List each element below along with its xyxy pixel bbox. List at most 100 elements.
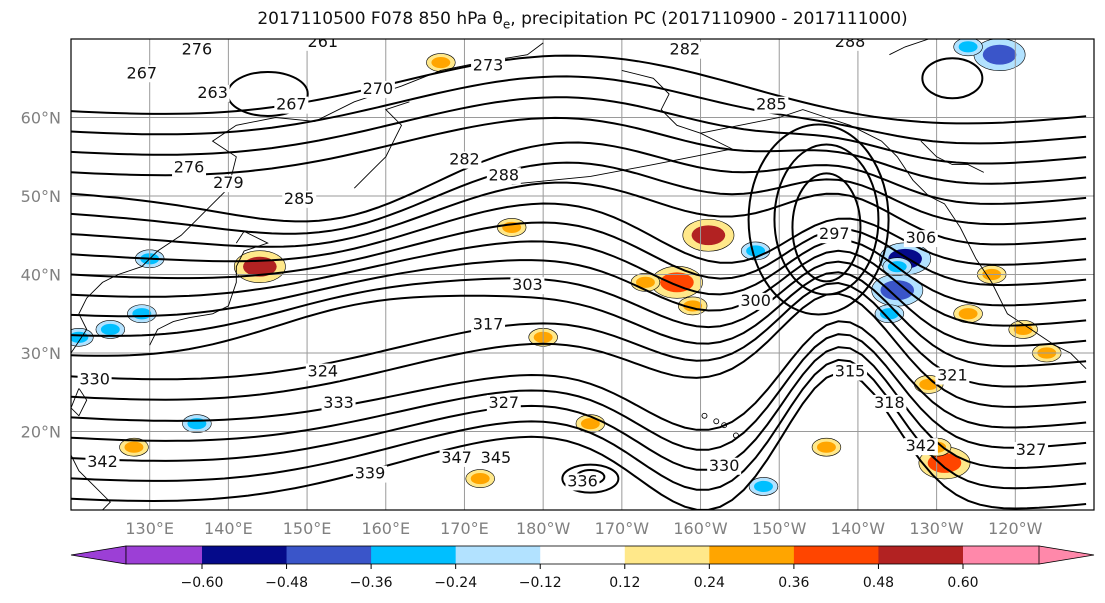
contour-line bbox=[71, 181, 1087, 248]
contour-label-bg bbox=[667, 41, 702, 59]
precip-blob bbox=[880, 280, 915, 301]
contour-label: 321 bbox=[937, 365, 968, 384]
contour-label-bg bbox=[833, 39, 868, 51]
contour-label: 285 bbox=[284, 189, 315, 208]
colorbar-segment bbox=[455, 546, 541, 564]
contour-line bbox=[71, 281, 1087, 388]
contour-label: 347 bbox=[441, 448, 472, 467]
colorbar: −0.60 −0.48 −0.36 −0.24 −0.12 0.12 0.24 0.36 0.4… bbox=[70, 545, 1095, 591]
contour-label: 317 bbox=[473, 314, 504, 333]
contour-label: 273 bbox=[473, 55, 504, 74]
colorbar-segment bbox=[793, 546, 879, 564]
contour-label: 282 bbox=[670, 40, 701, 59]
contour-label: 336 bbox=[567, 471, 598, 490]
contour-label: 267 bbox=[276, 95, 307, 114]
precip-blob bbox=[691, 225, 726, 246]
contour-label-bg bbox=[172, 159, 207, 177]
contour-label: 318 bbox=[874, 393, 905, 412]
lat-tick-label: 60°N bbox=[21, 109, 61, 128]
precip-shading bbox=[71, 39, 1062, 496]
contour-label: 330 bbox=[79, 369, 110, 388]
contour-label-bg bbox=[738, 292, 773, 310]
contour-label-bg bbox=[935, 367, 970, 385]
contour-line bbox=[71, 221, 1087, 287]
contour-label: 339 bbox=[355, 464, 386, 483]
colorbar-frame bbox=[125, 545, 1040, 565]
contour-label: 267 bbox=[127, 63, 158, 82]
title-main: 2017110500 F078 850 hPa θ bbox=[257, 9, 503, 29]
contour-line bbox=[71, 271, 1087, 368]
contour-label-bg bbox=[486, 394, 521, 412]
precip-blob bbox=[1013, 323, 1033, 336]
contour-label: 345 bbox=[481, 448, 512, 467]
lon-tick-label: 120°W bbox=[988, 519, 1043, 538]
contour-label-bg bbox=[305, 39, 340, 51]
graticule bbox=[71, 39, 1094, 510]
contour-label-bg bbox=[903, 230, 938, 248]
lon-tick-label: 170°W bbox=[595, 519, 650, 538]
contour-line bbox=[71, 371, 1087, 510]
contour-label: 327 bbox=[489, 393, 520, 412]
contour-label: 276 bbox=[174, 157, 205, 176]
island bbox=[701, 412, 708, 419]
contour-label: 270 bbox=[363, 79, 394, 98]
lon-tick-label: 170°E bbox=[440, 519, 489, 538]
contour-label-bg bbox=[486, 167, 521, 185]
precip-blob bbox=[124, 441, 144, 453]
precip-blob bbox=[636, 276, 655, 288]
precip-blob bbox=[982, 44, 1017, 65]
colorbar-tick-label: 0.24 bbox=[694, 575, 725, 591]
colorbar-tick-label: −0.12 bbox=[519, 575, 562, 591]
colorbar-segment bbox=[709, 546, 795, 564]
coastline bbox=[71, 454, 111, 510]
contour-line bbox=[71, 292, 1087, 408]
contour-loop bbox=[921, 57, 984, 100]
contour-label-bg bbox=[439, 449, 474, 467]
coastline bbox=[71, 387, 88, 417]
colorbar-segment bbox=[963, 546, 1040, 564]
lon-tick-label: 130°E bbox=[125, 519, 174, 538]
contour-label-bg bbox=[321, 394, 356, 412]
colorbar-tick-label: 0.12 bbox=[609, 575, 640, 591]
lon-tick-label: 140°E bbox=[204, 519, 253, 538]
lat-tick-label: 50°N bbox=[21, 187, 61, 206]
lon-tick-label: 180°W bbox=[516, 519, 571, 538]
contour-label: 324 bbox=[308, 362, 339, 381]
contour-label-bg bbox=[274, 96, 309, 114]
colorbar-tick-label: −0.60 bbox=[181, 575, 224, 591]
contour-label: 315 bbox=[835, 362, 866, 381]
lon-tick-label: 150°W bbox=[752, 519, 807, 538]
contour-line bbox=[71, 260, 1087, 347]
contour-line bbox=[71, 346, 1087, 471]
title-subscript: e bbox=[502, 17, 511, 32]
contour-loop bbox=[747, 123, 890, 316]
island bbox=[713, 418, 720, 425]
contour-line bbox=[71, 333, 1087, 451]
contour-label-bg bbox=[360, 80, 395, 98]
precip-blob bbox=[660, 272, 694, 293]
contour-loop bbox=[773, 143, 880, 296]
contour-label-bg bbox=[179, 41, 214, 59]
lon-tick-label: 160°W bbox=[673, 519, 728, 538]
contour-loop bbox=[791, 172, 862, 283]
contour-label-bg bbox=[471, 316, 506, 334]
precip-blob bbox=[100, 323, 120, 336]
contour-line bbox=[71, 75, 1087, 145]
contour-label-bg bbox=[447, 151, 482, 169]
colorbar-tick-label: −0.24 bbox=[434, 575, 477, 591]
contour-line bbox=[71, 141, 1087, 223]
contour-label: 327 bbox=[1016, 440, 1047, 459]
contour-label-bg bbox=[305, 363, 340, 381]
lon-tick-label: 150°E bbox=[283, 519, 332, 538]
contour-label-bg bbox=[707, 457, 742, 475]
contour-labels: 276 261 267 263 267 270 273 282 288 285 276 279 285 2… bbox=[77, 39, 1049, 491]
lon-tick-label: 140°W bbox=[831, 519, 886, 538]
contour-label-bg bbox=[353, 465, 388, 483]
precip-blob bbox=[132, 308, 152, 320]
contour-label: 297 bbox=[819, 224, 850, 243]
contour-line bbox=[71, 96, 1087, 165]
contour-label-bg bbox=[77, 371, 112, 389]
contour-label: 276 bbox=[182, 40, 213, 59]
lat-tick-label: 40°N bbox=[21, 266, 61, 285]
